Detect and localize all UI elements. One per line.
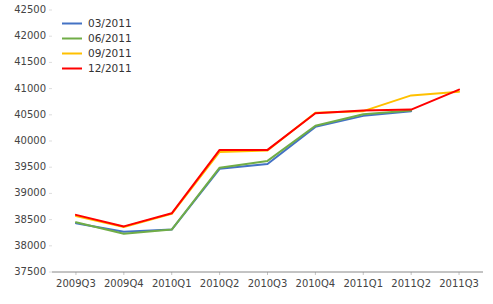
x-tick-label: 2011Q1 (343, 278, 383, 289)
legend-label: 06/2011 (88, 32, 132, 44)
y-tick (49, 114, 52, 115)
y-tick-label: 42500 (14, 4, 46, 15)
series-line (76, 111, 411, 234)
series-line (76, 111, 411, 232)
legend-swatch (62, 68, 82, 70)
legend-label: 03/2011 (88, 17, 132, 29)
series-line (76, 92, 459, 227)
x-axis: 2009Q3 2009Q4 2010Q1 2010Q2 2010Q3 2010Q4 2011… (52, 272, 483, 289)
x-tick-label: 2011Q3 (439, 278, 479, 289)
y-axis: 37500 38000 38500 39000 39500 40000 40500 41000… (14, 4, 52, 277)
x-tick (363, 272, 364, 275)
legend-swatch (62, 23, 82, 25)
series-line (76, 90, 459, 227)
legend-swatch (62, 38, 82, 40)
x-tick-label: 2011Q2 (391, 278, 431, 289)
x-tick-label: 2009Q4 (104, 278, 144, 289)
y-tick-label: 37500 (14, 266, 46, 277)
x-tick (75, 272, 76, 275)
x-tick-label: 2010Q3 (248, 278, 288, 289)
x-tick (171, 272, 172, 275)
y-tick (49, 167, 52, 168)
y-tick-label: 38000 (14, 240, 46, 251)
x-tick-label: 2010Q4 (296, 278, 336, 289)
legend-swatch (62, 53, 82, 55)
y-tick (49, 10, 52, 11)
y-tick-label: 38500 (14, 214, 46, 225)
y-tick (49, 245, 52, 246)
y-tick (49, 193, 52, 194)
x-tick (123, 272, 124, 275)
x-tick (219, 272, 220, 275)
x-tick (459, 272, 460, 275)
x-tick (315, 272, 316, 275)
y-tick (49, 88, 52, 89)
y-tick-label: 42000 (14, 30, 46, 41)
lines (76, 90, 459, 234)
y-tick-label: 40000 (14, 135, 46, 146)
y-tick (49, 62, 52, 63)
y-tick-label: 41000 (14, 83, 46, 94)
y-tick (49, 36, 52, 37)
x-tick-label: 2010Q1 (152, 278, 192, 289)
y-tick-label: 39500 (14, 161, 46, 172)
y-tick (49, 141, 52, 142)
y-tick (49, 272, 52, 273)
x-tick (267, 272, 268, 275)
x-tick-label: 2009Q3 (56, 278, 96, 289)
y-tick-label: 40500 (14, 109, 46, 120)
x-tick (411, 272, 412, 275)
y-tick-label: 39000 (14, 187, 46, 198)
legend-label: 09/2011 (88, 47, 132, 59)
legend: 03/2011 06/2011 09/2011 12/2011 (62, 17, 132, 74)
legend-label: 12/2011 (88, 62, 132, 74)
y-tick (49, 219, 52, 220)
chart: 37500 38000 38500 39000 39500 40000 40500 41000… (0, 0, 493, 304)
x-tick-label: 2010Q2 (200, 278, 240, 289)
y-tick-label: 41500 (14, 56, 46, 67)
